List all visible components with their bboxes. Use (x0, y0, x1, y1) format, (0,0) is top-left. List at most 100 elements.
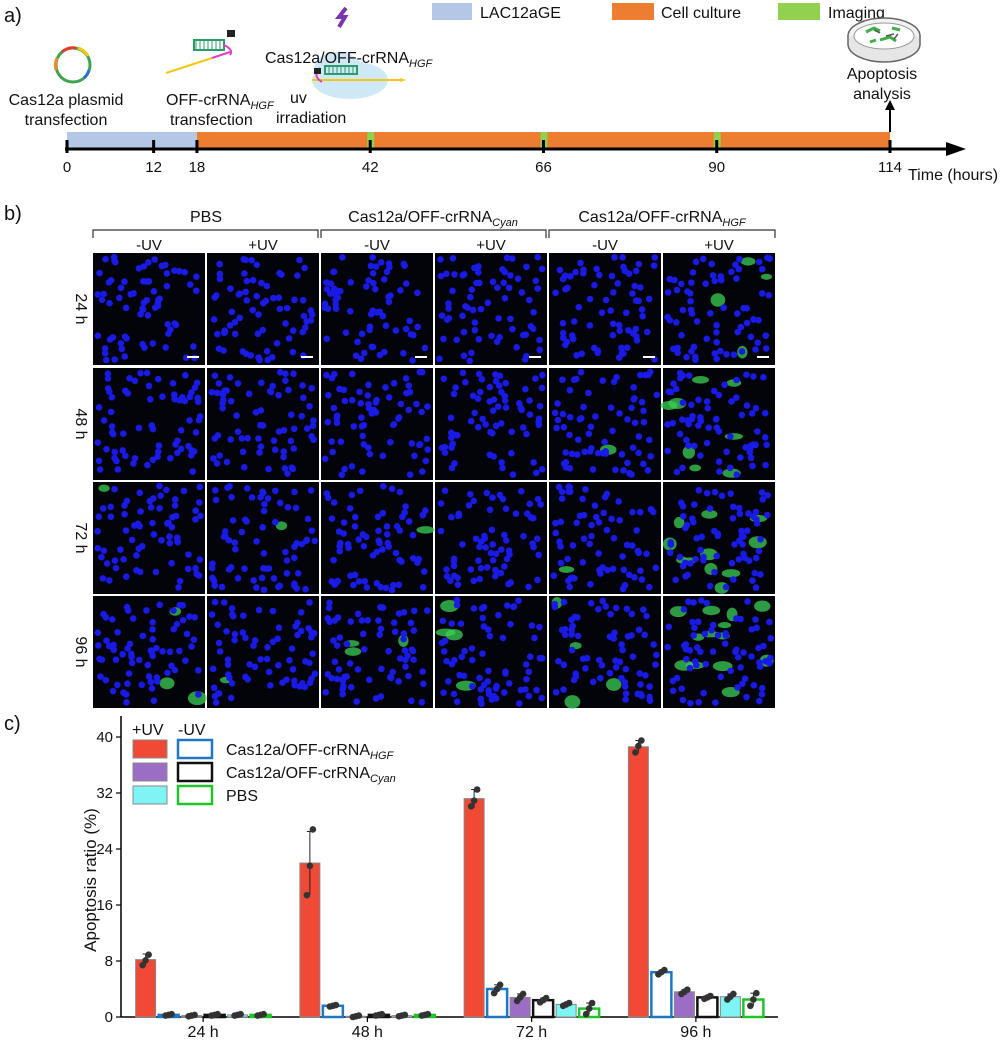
nucleus (699, 255, 707, 263)
nucleus (153, 644, 160, 652)
nucleus (210, 455, 217, 462)
y-tick-label: 40 (96, 729, 113, 746)
nucleus (728, 268, 735, 276)
nucleus (596, 566, 603, 574)
nucleus (529, 514, 537, 522)
data-point (565, 999, 573, 1007)
nucleus (465, 502, 473, 509)
nucleus (424, 446, 432, 453)
nucleus (461, 647, 468, 655)
legend-swatch-lac (432, 3, 472, 20)
group-header-hgf: Cas12a/OFF-crRNAHGF (578, 209, 747, 229)
nucleus (567, 273, 574, 280)
step-plasmid-line2: transfection (25, 112, 108, 129)
nucleus (270, 575, 278, 582)
group-header-pbs: PBS (190, 209, 222, 226)
nucleus (261, 500, 268, 508)
nucleus (469, 656, 476, 664)
nucleus (134, 520, 142, 528)
nucleus (679, 512, 687, 520)
nucleus (141, 344, 148, 352)
nucleus (594, 349, 601, 357)
nucleus (507, 315, 514, 323)
nucleus (676, 430, 684, 438)
nucleus (398, 558, 405, 565)
nucleus (757, 571, 764, 578)
nucleus (102, 255, 109, 263)
nucleus (104, 375, 112, 382)
nucleus (348, 396, 356, 404)
nucleus (139, 632, 147, 640)
micrograph-tile (321, 596, 433, 708)
nucleus (459, 541, 466, 548)
nucleus (729, 503, 737, 511)
nucleus (733, 471, 741, 479)
nucleus (114, 681, 121, 689)
nucleus (418, 698, 426, 706)
nucleus (514, 275, 522, 283)
micrograph-tile (321, 482, 435, 594)
nucleus (264, 495, 272, 502)
nucleus (391, 628, 399, 636)
nucleus (532, 469, 540, 477)
nucleus (738, 411, 746, 419)
nucleus (123, 603, 131, 611)
nucleus (690, 501, 698, 508)
nucleus (629, 330, 637, 337)
nucleus (186, 613, 193, 620)
nucleus (765, 291, 773, 299)
nucleus (710, 387, 718, 395)
nucleus (228, 680, 236, 687)
nucleus (103, 445, 110, 453)
micrograph-tile (660, 368, 775, 480)
nucleus (326, 599, 333, 607)
nucleus (612, 604, 620, 612)
data-point (473, 786, 481, 793)
nucleus (577, 368, 585, 376)
nucleus (628, 471, 635, 478)
nucleus (382, 322, 390, 330)
nucleus (449, 255, 457, 262)
nucleus (482, 421, 489, 428)
nucleus (450, 690, 458, 698)
nucleus (276, 582, 284, 590)
nucleus (352, 352, 360, 359)
nucleus (322, 689, 330, 696)
nucleus (510, 603, 518, 610)
nucleus (575, 303, 583, 311)
nucleus (371, 285, 379, 293)
nucleus (600, 509, 607, 517)
nucleus (144, 461, 151, 469)
nucleus (190, 448, 198, 455)
nucleus (393, 523, 401, 530)
nucleus (379, 546, 386, 553)
nucleus (99, 505, 107, 512)
nucleus (492, 566, 499, 574)
legend-label-culture: Cell culture (661, 5, 741, 22)
nucleus (390, 581, 397, 589)
nucleus (94, 439, 102, 446)
nucleus (485, 687, 492, 694)
nucleus (679, 464, 686, 472)
nucleus (688, 415, 696, 423)
nucleus (487, 428, 494, 436)
nucleus (303, 537, 310, 545)
nucleus (701, 630, 709, 638)
nucleus (586, 540, 593, 548)
nucleus (282, 320, 289, 327)
apoptotic-cell (754, 600, 771, 612)
nucleus (376, 631, 383, 638)
nucleus (176, 577, 184, 585)
timeline-tick-label: 12 (145, 159, 162, 176)
nucleus (558, 488, 566, 496)
nucleus (364, 444, 372, 451)
nucleus (582, 486, 589, 493)
step-apoptosis-line2: analysis (853, 86, 911, 103)
micrograph-tile (207, 253, 319, 365)
nucleus (688, 279, 695, 286)
nucleus (147, 678, 155, 686)
nucleus (748, 410, 756, 417)
nucleus (179, 616, 187, 624)
nucleus (135, 424, 143, 432)
nucleus (483, 489, 491, 497)
